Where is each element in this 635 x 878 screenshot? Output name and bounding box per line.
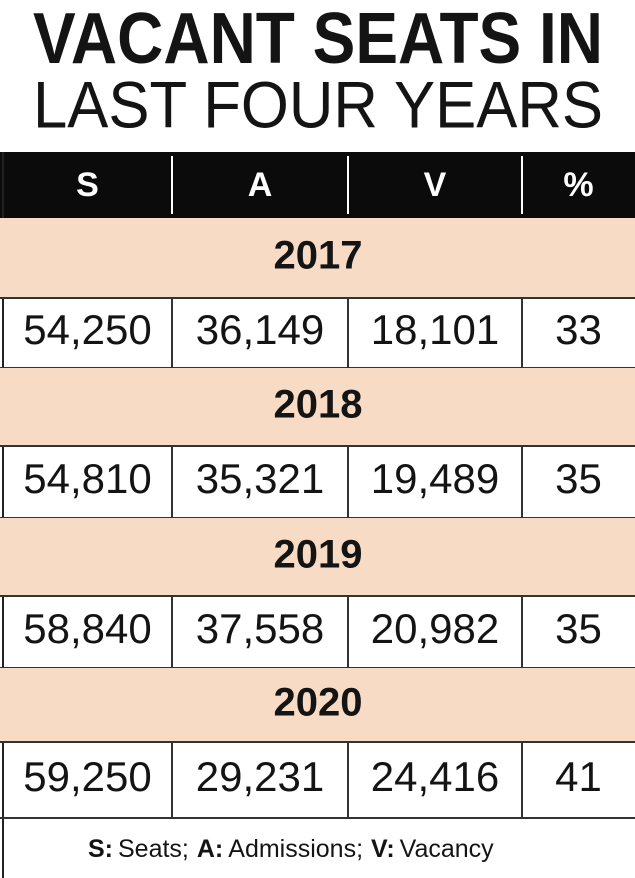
cell: 59,250 xyxy=(23,753,151,800)
column-header: % xyxy=(563,166,593,204)
footnote: S: Seats; A: Admissions; V: Vacancy xyxy=(88,835,494,863)
footnote-text: Admissions; xyxy=(228,835,363,863)
year-row xyxy=(0,368,635,446)
footnote-key: A: xyxy=(197,835,223,863)
year-label: 2019 xyxy=(274,533,363,577)
cell: 35,321 xyxy=(196,455,324,502)
footnote-key: V: xyxy=(371,835,395,863)
year-label: 2018 xyxy=(274,383,363,427)
year-label: 2017 xyxy=(274,234,363,278)
column-header: A xyxy=(248,166,273,204)
cell: 35 xyxy=(555,455,602,502)
cell: 35 xyxy=(555,605,602,652)
cell: 24,416 xyxy=(371,753,499,800)
year-row xyxy=(0,668,635,742)
column-header: S xyxy=(76,166,99,204)
footnote-key: S: xyxy=(88,835,113,863)
footnote-text: Seats; xyxy=(118,835,189,863)
cell: 58,840 xyxy=(23,605,151,652)
year-row xyxy=(0,518,635,596)
cell: 19,489 xyxy=(371,455,499,502)
year-row xyxy=(0,218,635,298)
cell: 29,231 xyxy=(196,753,324,800)
cell: 33 xyxy=(555,306,602,353)
cell: 20,982 xyxy=(371,605,499,652)
cell: 37,558 xyxy=(196,605,324,652)
cell: 41 xyxy=(555,753,602,800)
cell: 36,149 xyxy=(196,306,324,353)
column-header: V xyxy=(424,166,447,204)
title-line-2: LAST FOUR YEARS xyxy=(33,67,603,141)
header-row xyxy=(0,152,635,218)
cell: 18,101 xyxy=(371,306,499,353)
year-label: 2020 xyxy=(274,681,363,725)
footnote-text: Vacancy xyxy=(400,835,495,863)
cell: 54,250 xyxy=(23,306,151,353)
cell: 54,810 xyxy=(23,455,151,502)
title-line-1: VACANT SEATS IN xyxy=(33,0,603,79)
